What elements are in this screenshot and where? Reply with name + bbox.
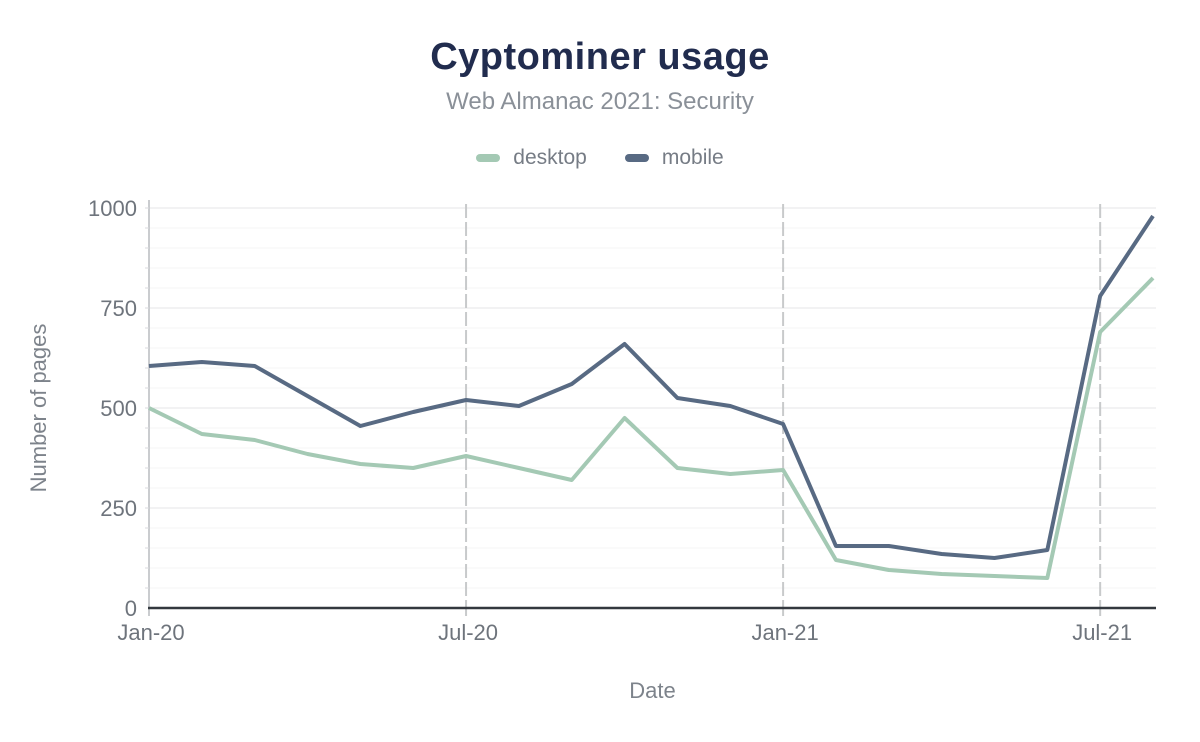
x-tick-label: Jan-20 (117, 620, 184, 645)
legend-label-mobile: mobile (661, 146, 724, 169)
legend-item-desktop: desktop (476, 146, 587, 170)
y-tick-label: 250 (100, 496, 137, 521)
x-tick-label: Jan-21 (751, 620, 818, 645)
desktop-swatch-icon (476, 154, 501, 162)
mobile-swatch-icon (624, 154, 649, 162)
legend-label-desktop: desktop (513, 146, 587, 169)
x-tick-label: Jul-21 (1072, 620, 1132, 645)
page-title: Cyptominer usage (430, 36, 770, 78)
y-axis-title: Number of pages (26, 324, 51, 493)
y-tick-label: 0 (125, 596, 137, 621)
legend: desktop mobile (0, 146, 1200, 170)
y-tick-label: 750 (100, 296, 137, 321)
legend-item-mobile: mobile (624, 146, 724, 170)
y-tick-label: 500 (100, 396, 137, 421)
series-line-mobile (148, 214, 1155, 560)
page-subtitle: Web Almanac 2021: Security (446, 88, 754, 115)
y-tick-label: 1000 (88, 196, 137, 221)
series-line-desktop (148, 276, 1155, 580)
x-tick-label: Jul-20 (438, 620, 498, 645)
x-axis-title: Date (629, 678, 675, 703)
